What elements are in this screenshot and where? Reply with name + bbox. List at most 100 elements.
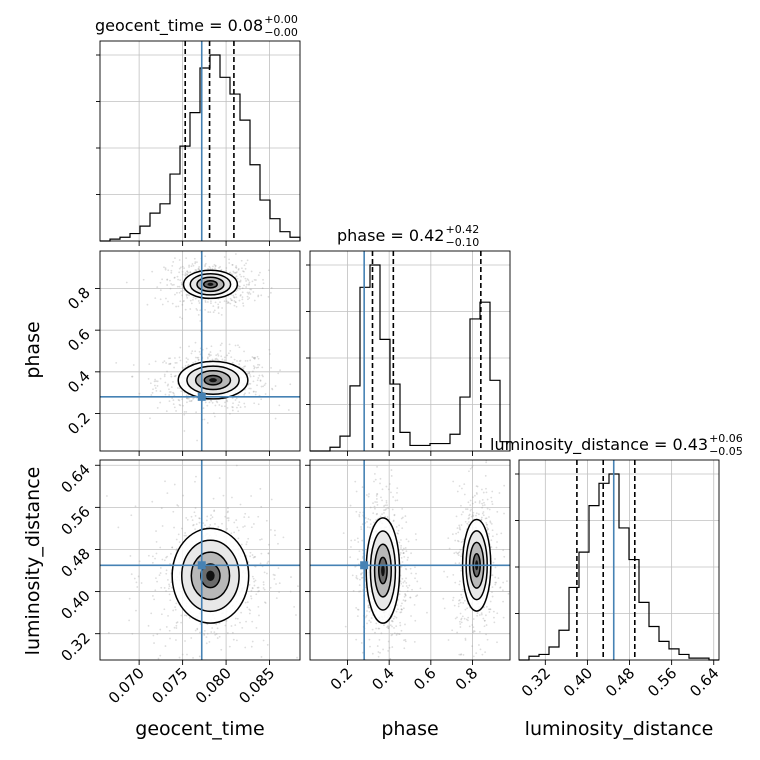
sample-point	[264, 393, 267, 395]
sample-point	[249, 551, 252, 554]
sample-point	[193, 511, 196, 514]
sample-point	[355, 575, 358, 577]
sample-point	[202, 407, 205, 409]
sample-point	[189, 271, 192, 274]
sample-point	[400, 517, 403, 520]
sample-point	[460, 653, 463, 656]
sample-point	[227, 301, 230, 304]
density-level	[206, 570, 215, 582]
sample-point	[229, 350, 232, 352]
sample-point	[234, 266, 237, 269]
sample-point	[117, 526, 120, 529]
x-tick-label: 0.075	[148, 664, 191, 707]
sample-point	[263, 571, 266, 574]
contour-line	[180, 539, 240, 613]
sample-point	[359, 578, 361, 581]
sample-point	[267, 552, 270, 555]
sample-point	[383, 509, 385, 512]
sample-point	[214, 663, 216, 665]
sample-point	[219, 265, 221, 268]
sample-point	[361, 557, 364, 559]
sample-point	[194, 356, 197, 359]
sample-point	[469, 467, 472, 470]
sample-point	[242, 526, 244, 528]
sample-point	[260, 656, 263, 658]
sample-point	[168, 629, 171, 632]
sample-point	[253, 357, 255, 360]
sample-point	[404, 594, 407, 597]
sample-point	[287, 409, 290, 411]
sample-point	[154, 297, 157, 300]
x-tick-label: 0.4	[368, 664, 398, 694]
sample-point	[209, 267, 212, 270]
sample-point	[447, 639, 450, 641]
sample-point	[494, 576, 497, 579]
sample-point	[396, 632, 399, 635]
sample-point	[368, 619, 371, 622]
sample-point	[405, 568, 408, 571]
sample-point	[249, 387, 252, 390]
sample-point	[125, 281, 128, 284]
sample-point	[251, 280, 254, 283]
sample-point	[254, 356, 256, 359]
sample-point	[208, 355, 211, 357]
sample-point	[456, 490, 459, 493]
panel-border	[99, 250, 301, 452]
sample-point	[271, 387, 273, 390]
sample-point	[248, 281, 251, 284]
sample-point	[513, 630, 515, 632]
sample-point	[368, 493, 370, 495]
sample-point	[486, 498, 489, 501]
sample-point	[238, 285, 241, 288]
sample-point	[253, 580, 256, 583]
sample-point	[491, 586, 494, 588]
sample-point	[178, 399, 181, 402]
sample-point	[356, 615, 359, 618]
sample-point	[385, 508, 388, 510]
sample-point	[176, 621, 179, 624]
sample-point	[248, 291, 251, 294]
sample-point	[459, 626, 462, 628]
sample-point	[249, 555, 252, 558]
sample-point	[401, 527, 404, 530]
sample-point	[155, 380, 158, 383]
sample-point	[410, 572, 413, 575]
sample-point	[208, 265, 211, 268]
sample-point	[233, 296, 236, 299]
sample-point	[227, 510, 229, 513]
sample-point	[461, 615, 464, 618]
sample-point	[387, 625, 389, 627]
sample-point	[385, 485, 388, 488]
x-tick-label: 0.32	[518, 664, 554, 700]
sample-point	[261, 287, 264, 290]
sample-point	[214, 523, 216, 525]
sample-point	[205, 347, 208, 350]
sample-point	[383, 505, 385, 507]
sample-point	[154, 589, 157, 592]
sample-point	[369, 523, 372, 526]
plot-layer: 0.32 0.40 0.48 0.56 0.640.20.40.60.80.070 0.0…	[57, 40, 723, 707]
sample-point	[452, 596, 455, 599]
sample-point	[484, 651, 487, 654]
title-luminosity-distance: luminosity_distance = 0.43 +0.06 −0.05	[490, 432, 743, 458]
sample-point	[372, 502, 374, 505]
sample-point	[232, 406, 234, 409]
sample-point	[239, 273, 241, 276]
sample-point	[373, 505, 376, 508]
sample-point	[186, 401, 188, 404]
sample-point	[463, 599, 466, 602]
sample-point	[401, 507, 404, 510]
sample-point	[253, 367, 256, 370]
sample-point	[156, 385, 159, 387]
sample-point	[400, 539, 402, 541]
sample-point	[115, 361, 118, 364]
sample-point	[484, 474, 487, 477]
sample-point	[462, 540, 465, 543]
sample-point	[357, 541, 360, 543]
sample-point	[398, 593, 401, 595]
sample-point	[175, 622, 178, 624]
sample-point	[216, 637, 219, 639]
sample-point	[250, 645, 253, 648]
sample-point	[378, 667, 380, 669]
